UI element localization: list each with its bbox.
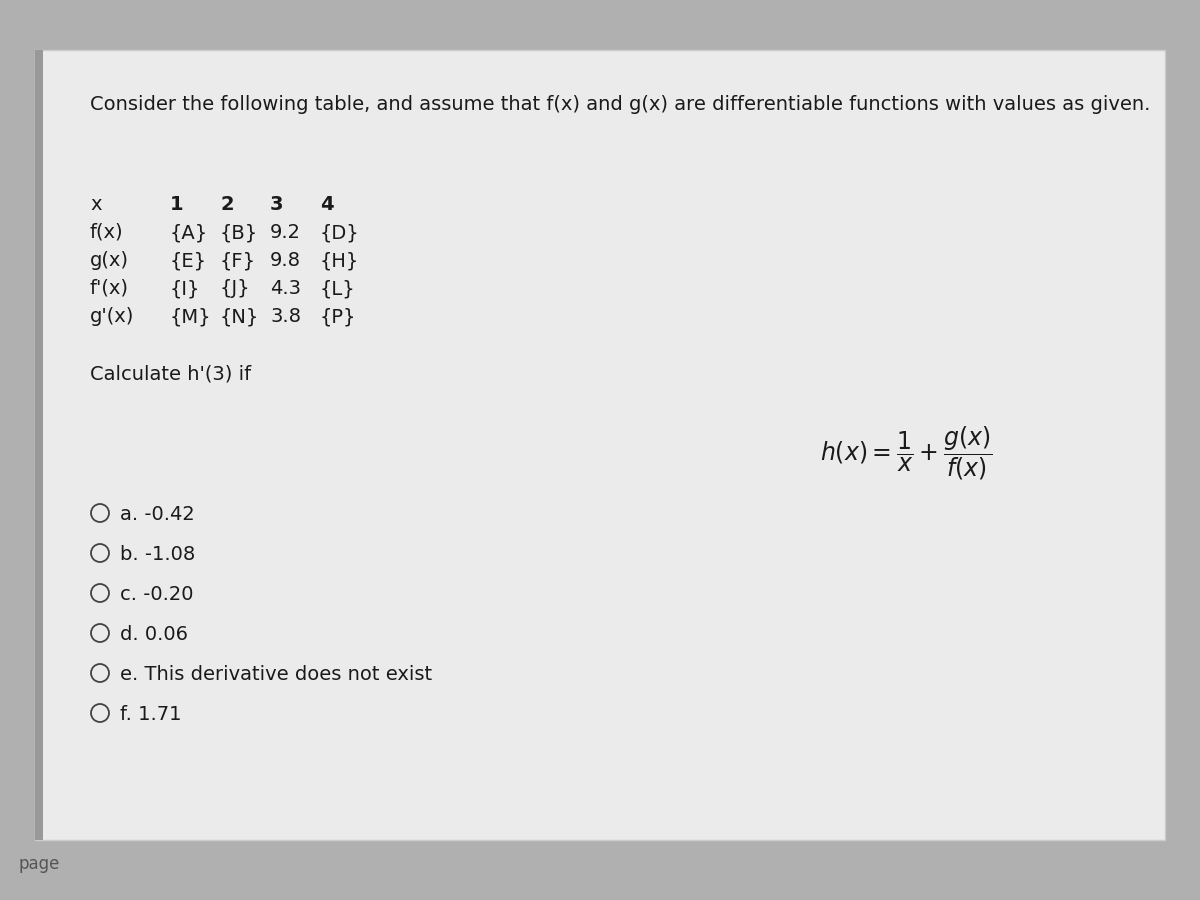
Text: {L}: {L} — [320, 279, 355, 298]
Text: {D}: {D} — [320, 223, 360, 242]
Text: $h(x) = \dfrac{1}{x} + \dfrac{g(x)}{f(x)}$: $h(x) = \dfrac{1}{x} + \dfrac{g(x)}{f(x)… — [820, 425, 992, 482]
Text: 9.2: 9.2 — [270, 223, 301, 242]
Text: {H}: {H} — [320, 251, 359, 270]
Text: f. 1.71: f. 1.71 — [120, 705, 181, 724]
Text: Consider the following table, and assume that f(x) and g(x) are differentiable f: Consider the following table, and assume… — [90, 95, 1151, 114]
Text: {N}: {N} — [220, 307, 259, 326]
Text: e. This derivative does not exist: e. This derivative does not exist — [120, 665, 432, 684]
FancyBboxPatch shape — [35, 50, 1165, 840]
Text: a. -0.42: a. -0.42 — [120, 505, 194, 524]
Text: 4.3: 4.3 — [270, 279, 301, 298]
Text: f(x): f(x) — [90, 223, 124, 242]
Text: {B}: {B} — [220, 223, 258, 242]
Text: {A}: {A} — [170, 223, 209, 242]
Text: c. -0.20: c. -0.20 — [120, 585, 193, 604]
Text: d. 0.06: d. 0.06 — [120, 625, 188, 644]
Text: {M}: {M} — [170, 307, 211, 326]
Text: x: x — [90, 195, 102, 214]
Text: 4: 4 — [320, 195, 334, 214]
Text: 1: 1 — [170, 195, 184, 214]
Text: b. -1.08: b. -1.08 — [120, 545, 196, 564]
Text: {P}: {P} — [320, 307, 356, 326]
Text: {I}: {I} — [170, 279, 200, 298]
Text: {F}: {F} — [220, 251, 256, 270]
Text: 3: 3 — [270, 195, 283, 214]
Text: 3.8: 3.8 — [270, 307, 301, 326]
Text: f'(x): f'(x) — [90, 279, 130, 298]
Text: Calculate h'(3) if: Calculate h'(3) if — [90, 365, 251, 384]
FancyBboxPatch shape — [35, 50, 43, 840]
Text: {E}: {E} — [170, 251, 208, 270]
Text: page: page — [18, 855, 59, 873]
Text: {J}: {J} — [220, 279, 251, 298]
Text: g(x): g(x) — [90, 251, 130, 270]
Text: 9.8: 9.8 — [270, 251, 301, 270]
Text: g'(x): g'(x) — [90, 307, 134, 326]
Text: 2: 2 — [220, 195, 234, 214]
